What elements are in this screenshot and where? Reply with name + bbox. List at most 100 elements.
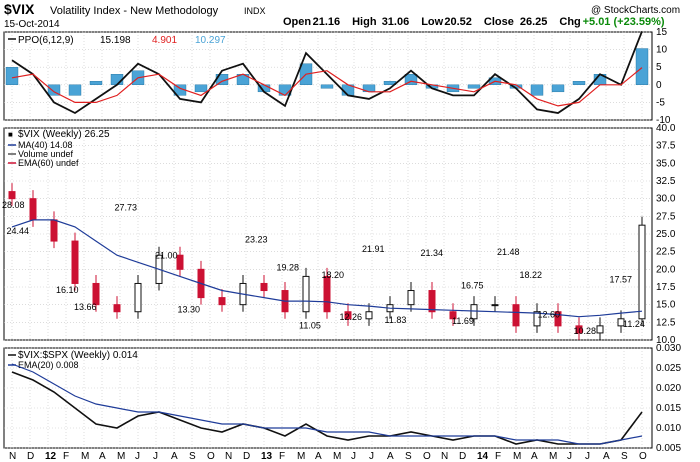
candle-body (29, 198, 37, 221)
legend: PPO(6,12,9) 15.198 4.901 10.297 (8, 35, 226, 46)
candle-body (449, 311, 457, 320)
quote-value-open: 21.16 (313, 16, 341, 28)
price-annotation: 11.24 (623, 319, 645, 329)
x-tick-label: J (351, 451, 356, 462)
x-tick-label: O (639, 451, 647, 462)
histogram-bar (68, 84, 82, 96)
y-tick-label: 25.0 (656, 229, 676, 240)
candle-body (50, 219, 58, 242)
quote-value-chg: +5.01 (+23.59%) (583, 16, 665, 28)
x-tick-label: 13 (261, 451, 273, 462)
y-tick-label: 27.5 (656, 211, 676, 222)
price-annotation: 21.48 (497, 247, 520, 257)
x-tick-label: A (603, 451, 610, 462)
legend-entry: EMA(20) 0.008 (18, 360, 79, 370)
legend-title: $VIX (Weekly) 26.25 (18, 129, 110, 140)
x-tick-label: A (99, 451, 106, 462)
candle-body (554, 311, 562, 327)
candle-body (533, 311, 541, 327)
legend-entry: MA(40) 14.08 (18, 140, 73, 150)
candle-body (344, 311, 352, 320)
candle-body (323, 275, 331, 313)
candle-body (134, 282, 142, 313)
price-annotation: 23.23 (245, 235, 268, 245)
price-annotation: 17.57 (610, 275, 633, 285)
price-annotation: 21.91 (362, 244, 385, 254)
quote-label-low: Low (421, 16, 443, 28)
candle-body (512, 304, 520, 327)
x-tick-label: F (495, 451, 501, 462)
x-tick-label: F (279, 451, 285, 462)
candle-body (71, 240, 79, 284)
candle-body (491, 304, 499, 307)
x-tick-label: A (531, 451, 538, 462)
x-tick-label: J (585, 451, 590, 462)
y-tick-label: 0.030 (656, 343, 681, 354)
candle-body (596, 325, 604, 334)
y-tick-label: 0 (656, 80, 662, 91)
y-tick-label: 20.0 (656, 264, 676, 275)
price-annotation: 21.00 (155, 250, 178, 260)
histogram-bar (530, 84, 544, 96)
x-tick-label: D (27, 451, 34, 462)
x-tick-label: S (621, 451, 628, 462)
x-tick-label: M (117, 451, 125, 462)
y-tick-label: 5 (656, 62, 662, 73)
x-tick-label: M (297, 451, 305, 462)
y-tick-label: 15 (656, 27, 668, 38)
candle-body (575, 325, 583, 334)
price-annotation: 13.66 (74, 302, 97, 312)
histogram-bar (551, 84, 565, 93)
price-annotation: 11.69 (452, 316, 474, 326)
x-tick-label: J (135, 451, 140, 462)
x-tick-label: M (513, 451, 521, 462)
histogram-bar (572, 81, 586, 85)
price-annotation: 10.28 (574, 326, 597, 336)
series-line-signal (11, 67, 643, 107)
candle-body (218, 297, 226, 306)
x-tick-label: O (207, 451, 215, 462)
quote-value-close: 26.25 (520, 16, 548, 28)
price-annotation: 27.73 (115, 203, 138, 213)
price-annotation: 16.75 (461, 280, 484, 290)
quote-bar: Open 21.16 High 31.06 Low 20.52 Close 26.25 Chg +… (283, 16, 665, 28)
y-tick-label: 22.5 (656, 247, 676, 258)
x-tick-label: 14 (477, 451, 489, 462)
y-tick-label: 0.020 (656, 383, 681, 394)
price-annotation: 24.44 (7, 226, 30, 236)
candle-body (407, 290, 415, 306)
y-tick-label: -10 (656, 115, 671, 126)
candle-body (617, 318, 625, 327)
candle-body (302, 275, 310, 313)
y-tick-label: 30.0 (656, 194, 676, 205)
price-annotation: 28.08 (2, 200, 25, 210)
y-tick-label: 17.5 (656, 282, 676, 293)
x-tick-label: N (441, 451, 448, 462)
histogram-bar (404, 74, 418, 85)
y-tick-label: 0.025 (656, 363, 681, 374)
price-annotation: 11.83 (385, 315, 407, 325)
histogram-bar (5, 66, 19, 85)
x-tick-label: S (189, 451, 196, 462)
legend-value: 15.198 (100, 35, 131, 46)
price-annotation: 19.28 (277, 262, 300, 272)
price-annotation: 11.05 (299, 321, 321, 331)
price-annotation: 13.30 (178, 305, 201, 315)
panel-frame (3, 347, 653, 449)
x-tick-label: N (9, 451, 16, 462)
x-tick-label: 12 (45, 451, 57, 462)
x-tick-label: F (63, 451, 69, 462)
y-tick-label: 12.5 (656, 317, 676, 328)
legend-entry: Volume undef (18, 149, 74, 159)
price-annotation: 16.10 (56, 285, 79, 295)
x-tick-label: M (81, 451, 89, 462)
x-tick-label: A (315, 451, 322, 462)
quote-label-high: High (352, 16, 377, 28)
quote-label-close: Close (484, 16, 514, 28)
histogram-bar (89, 81, 103, 85)
header: $VIX Volatility Index - New Methodology … (4, 1, 680, 30)
candle-body (638, 224, 646, 320)
